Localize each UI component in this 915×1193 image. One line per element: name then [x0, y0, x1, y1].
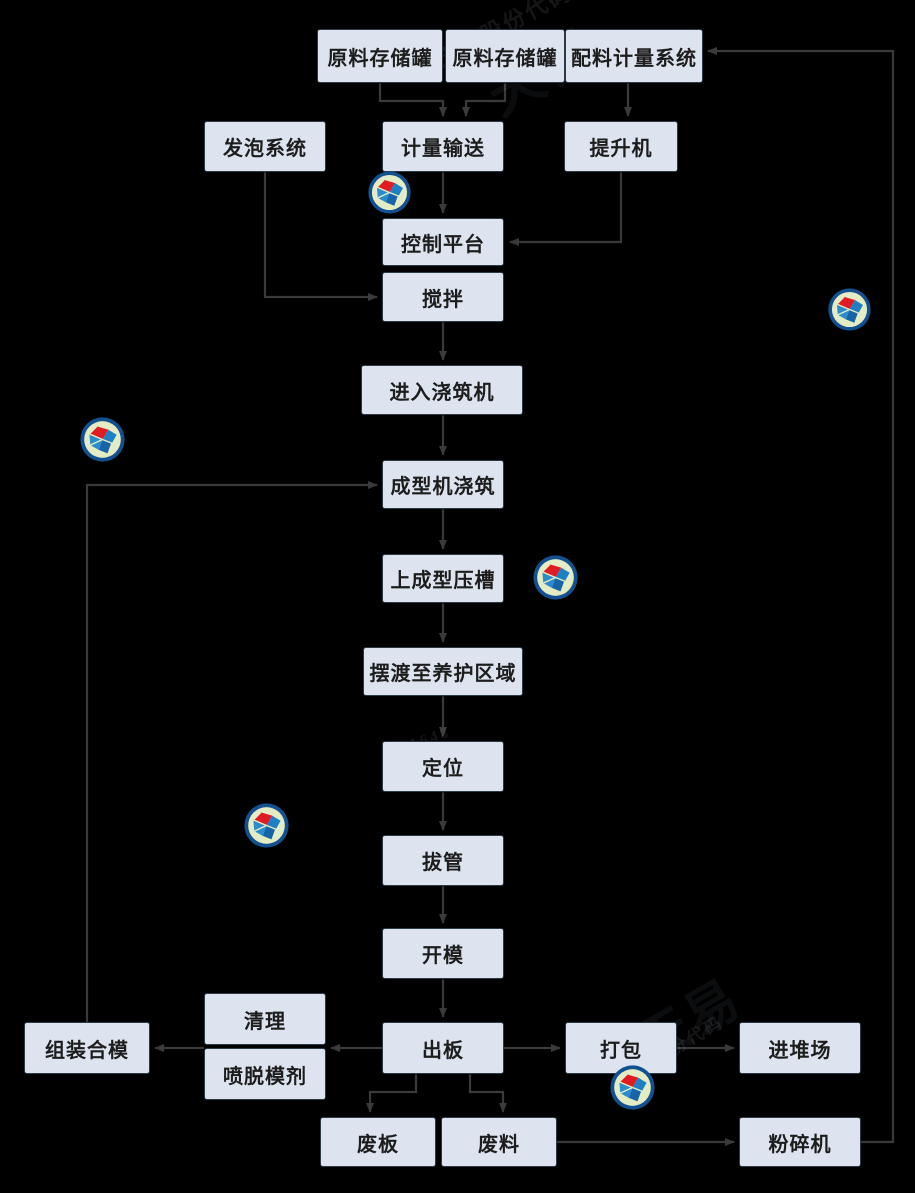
company-logo-icon — [532, 554, 579, 601]
node-foaming-system[interactable]: 发泡系统 — [204, 121, 326, 172]
company-logo-icon — [367, 170, 412, 215]
node-spray-release-agent[interactable]: 喷脱模剂 — [204, 1048, 326, 1100]
node-label: 拔管 — [422, 852, 464, 874]
edge-outboard-wasteboard — [366, 1074, 418, 1113]
node-positioning[interactable]: 定位 — [382, 741, 504, 792]
node-label: 控制平台 — [401, 233, 485, 256]
node-label: 原料存储罐 — [452, 47, 558, 70]
node-waste-material[interactable]: 废料 — [441, 1117, 557, 1167]
node-output-board[interactable]: 出板 — [382, 1022, 504, 1074]
edge-foaming-mixing — [263, 172, 378, 301]
edge-tank1-metering — [378, 83, 447, 117]
company-logo-icon — [609, 1064, 656, 1111]
node-control-platform[interactable]: 控制平台 — [382, 218, 504, 266]
company-logo-icon — [827, 287, 872, 332]
node-label: 粉碎机 — [768, 1133, 832, 1156]
node-assemble-close-mold[interactable]: 组装合模 — [24, 1022, 150, 1074]
node-label: 提升机 — [589, 138, 653, 160]
node-label: 发泡系统 — [223, 138, 307, 160]
node-forming-machine-casting[interactable]: 成型机浇筑 — [382, 460, 504, 509]
edge-crusher-batching — [707, 47, 895, 1144]
node-label: 出板 — [422, 1039, 464, 1062]
node-label: 废板 — [357, 1133, 399, 1156]
node-label: 开模 — [422, 945, 464, 967]
node-metering-conveying[interactable]: 计量输送 — [382, 121, 504, 172]
node-hoist[interactable]: 提升机 — [564, 121, 678, 172]
node-enter-casting-machine[interactable]: 进入浇筑机 — [361, 365, 523, 415]
node-pull-tube[interactable]: 拔管 — [382, 835, 504, 886]
node-label: 进入浇筑机 — [389, 381, 495, 404]
node-open-mold[interactable]: 开模 — [382, 928, 504, 979]
node-label: 搅拌 — [422, 288, 464, 311]
node-batching-metering-system[interactable]: 配料计量系统 — [565, 29, 703, 83]
company-logo-icon — [79, 416, 126, 463]
edge-hoist-control — [509, 172, 623, 246]
node-label: 清理 — [244, 1010, 286, 1033]
edge-outboard-wastemat — [468, 1074, 507, 1113]
node-label: 定位 — [422, 758, 464, 780]
edge-tank2-metering — [462, 83, 507, 117]
node-crusher[interactable]: 粉碎机 — [739, 1117, 861, 1167]
node-packing[interactable]: 打包 — [565, 1022, 677, 1074]
node-cleaning[interactable]: 清理 — [204, 993, 326, 1045]
node-label: 摆渡至养护区域 — [369, 663, 517, 685]
node-label: 原料存储罐 — [327, 47, 433, 70]
edge-assemble-moldcast — [85, 481, 378, 1022]
node-label: 废料 — [478, 1133, 520, 1156]
node-ferry-to-curing-area[interactable]: 摆渡至养护区域 — [363, 647, 523, 696]
node-label: 组装合模 — [45, 1039, 129, 1062]
node-enter-stockyard[interactable]: 进堆场 — [739, 1022, 861, 1074]
node-upper-forming-press-groove[interactable]: 上成型压槽 — [382, 554, 504, 603]
node-label: 计量输送 — [401, 138, 485, 160]
company-logo-icon — [243, 802, 290, 849]
node-raw-material-tank-2[interactable]: 原料存储罐 — [445, 29, 565, 83]
node-label: 喷脱模剂 — [223, 1065, 307, 1088]
node-mixing[interactable]: 搅拌 — [382, 272, 504, 322]
node-label: 进堆场 — [768, 1039, 832, 1062]
node-label: 打包 — [600, 1039, 642, 1062]
node-raw-material-tank-1[interactable]: 原料存储罐 — [317, 29, 443, 83]
node-label: 配料计量系统 — [571, 47, 697, 70]
node-label: 上成型压槽 — [390, 570, 496, 592]
node-waste-board[interactable]: 废板 — [320, 1117, 436, 1167]
node-label: 成型机浇筑 — [390, 476, 496, 498]
